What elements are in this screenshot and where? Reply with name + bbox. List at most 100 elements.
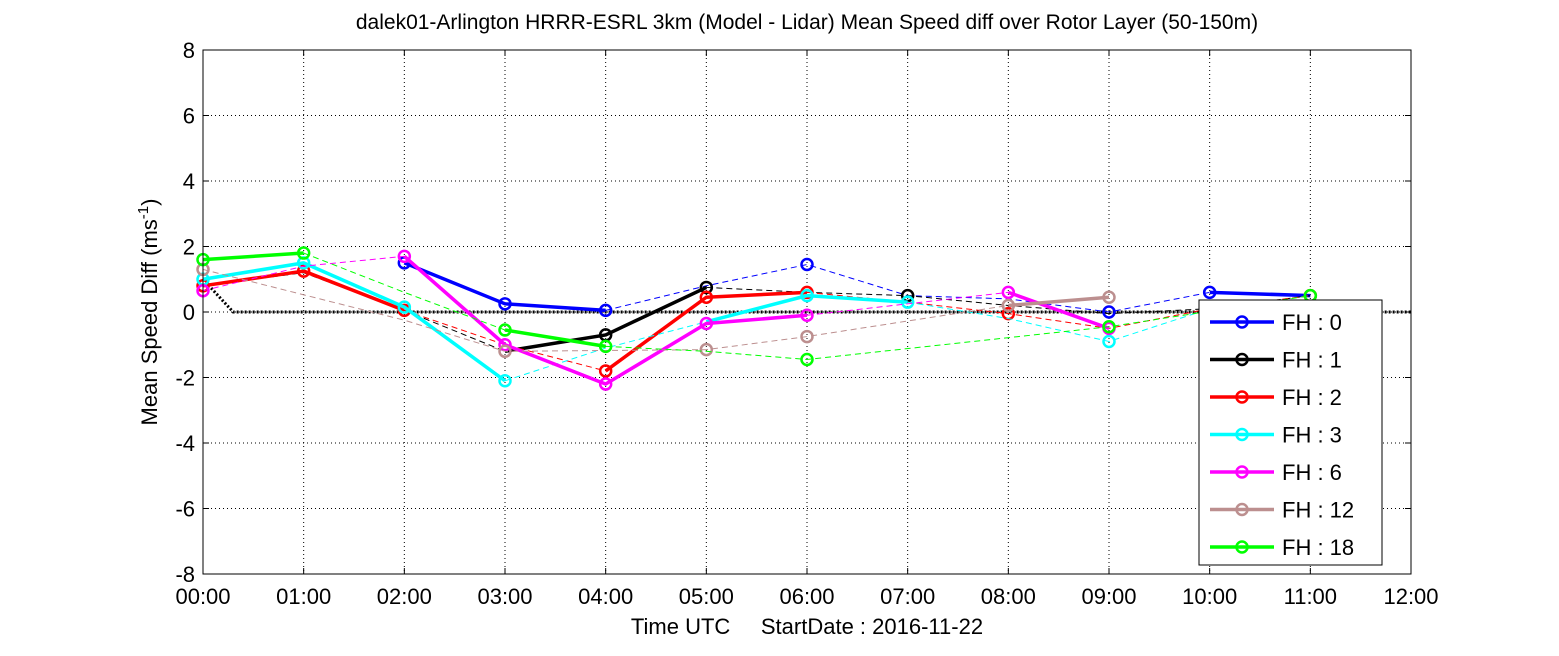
series-solid-line bbox=[202, 251, 304, 262]
legend-swatch-marker bbox=[1235, 352, 1249, 367]
data-point bbox=[1102, 319, 1116, 334]
data-point bbox=[498, 338, 512, 352]
y-tick-label: 6 bbox=[183, 104, 195, 129]
data-point bbox=[296, 264, 311, 278]
x-axis-label: Time UTC StartDate : 2016-11-22 bbox=[631, 614, 983, 639]
series-solid-line bbox=[604, 290, 808, 373]
x-tick-label: 08:00 bbox=[981, 584, 1036, 609]
series-4 bbox=[196, 249, 1116, 391]
zero-reference-line bbox=[201, 278, 1411, 314]
y-tick-label: 4 bbox=[183, 169, 195, 194]
data-point bbox=[800, 308, 814, 323]
legend-label: FH : 0 bbox=[1282, 310, 1342, 335]
y-tick-label: -4 bbox=[175, 431, 195, 456]
series-solid-line bbox=[705, 293, 908, 324]
legend-label: FH : 6 bbox=[1282, 460, 1342, 485]
data-point bbox=[498, 323, 512, 337]
data-point bbox=[498, 344, 512, 359]
x-tick-label: 01:00 bbox=[276, 584, 331, 609]
series-dashed-line bbox=[202, 268, 1009, 352]
x-tick-label: 00:00 bbox=[175, 584, 230, 609]
series-solid-line bbox=[504, 285, 708, 354]
y-tick-label: 0 bbox=[183, 300, 195, 325]
series-5 bbox=[196, 262, 1116, 359]
series-dashed-line bbox=[907, 301, 1210, 342]
x-tick-label: 11:00 bbox=[1284, 584, 1337, 609]
series-0 bbox=[397, 256, 1311, 319]
data-point bbox=[1001, 285, 1016, 300]
series-group bbox=[196, 246, 1318, 391]
legend-swatch-marker bbox=[1235, 427, 1249, 442]
ticks: 00:00 01:00 02:00 03:00 04:00 05:00 06:00 07:00… bbox=[175, 38, 1438, 609]
x-tick-label: 06:00 bbox=[779, 584, 834, 609]
data-point bbox=[1102, 290, 1116, 305]
data-point bbox=[1001, 306, 1016, 321]
legend-label: FH : 1 bbox=[1282, 348, 1342, 373]
y-tick-label: -8 bbox=[175, 562, 195, 587]
series-dashed-line bbox=[504, 321, 707, 382]
legend: FH : 0 FH : 1 FH : 2 FH : 3 FH : 6 FH : 12 FH … bbox=[1198, 299, 1383, 566]
data-point bbox=[699, 290, 714, 305]
legend-label: FH : 18 bbox=[1282, 535, 1354, 560]
data-point bbox=[397, 249, 412, 264]
legend-swatch-marker bbox=[1235, 315, 1249, 329]
data-point bbox=[598, 364, 613, 378]
legend-swatch-marker bbox=[1235, 390, 1249, 404]
y-axis-label-sup: -1 bbox=[135, 206, 152, 219]
legend-swatch-marker bbox=[1235, 502, 1249, 517]
y-tick-label: 8 bbox=[183, 38, 195, 63]
data-point bbox=[397, 300, 412, 314]
x-tick-label: 04:00 bbox=[578, 584, 633, 609]
series-dashed-line bbox=[605, 295, 1311, 360]
x-tick-label: 03:00 bbox=[477, 584, 532, 609]
series-solid-line bbox=[504, 328, 606, 349]
zero-line bbox=[201, 278, 1411, 314]
y-tick-label: -2 bbox=[175, 366, 195, 391]
data-point bbox=[1102, 305, 1116, 319]
x-tick-label: 12:00 bbox=[1383, 584, 1438, 609]
data-point bbox=[800, 257, 814, 272]
y-axis-label: Mean Speed Diff (ms-1) bbox=[135, 199, 162, 426]
y-axis-label-end: ) bbox=[137, 199, 162, 206]
series-dashed-line bbox=[404, 309, 606, 372]
series-6 bbox=[196, 246, 1318, 367]
series-solid-line bbox=[1209, 290, 1311, 298]
series-solid-line bbox=[1007, 290, 1110, 331]
chart-title: dalek01-Arlington HRRR-ESRL 3km (Model -… bbox=[356, 11, 1258, 34]
legend-label: FH : 2 bbox=[1282, 385, 1342, 410]
data-point bbox=[800, 288, 814, 303]
data-point bbox=[296, 246, 311, 260]
x-tick-label: 05:00 bbox=[679, 584, 734, 609]
series-3 bbox=[196, 256, 1210, 388]
data-point bbox=[498, 297, 512, 311]
legend-swatch-marker bbox=[1235, 540, 1249, 554]
data-point bbox=[498, 374, 512, 388]
legend-label: FH : 3 bbox=[1282, 423, 1342, 448]
data-point bbox=[800, 329, 814, 344]
series-solid-line bbox=[403, 261, 606, 313]
x-tick-label: 10:00 bbox=[1182, 584, 1237, 609]
series-dashed-line bbox=[202, 255, 405, 292]
legend-box bbox=[1198, 299, 1383, 566]
y-tick-label: -6 bbox=[175, 497, 195, 522]
data-point bbox=[1202, 285, 1217, 300]
y-axis-label-main: Mean Speed Diff (ms bbox=[137, 219, 162, 425]
series-dashed-line bbox=[806, 291, 1009, 316]
data-point bbox=[1001, 298, 1016, 313]
y-tick-label: 2 bbox=[183, 235, 195, 260]
series-solid-line bbox=[1008, 295, 1110, 308]
data-point bbox=[800, 352, 814, 367]
data-point bbox=[900, 295, 915, 309]
data-point bbox=[699, 342, 714, 357]
data-point bbox=[598, 377, 613, 391]
x-tick-label: 07:00 bbox=[880, 584, 935, 609]
x-tick-label: 09:00 bbox=[1081, 584, 1136, 609]
series-solid-line bbox=[202, 261, 507, 383]
data-point bbox=[598, 303, 613, 318]
data-point bbox=[699, 316, 714, 331]
series-solid-line bbox=[202, 269, 405, 312]
x-tick-label: 02:00 bbox=[377, 584, 432, 609]
data-point bbox=[598, 339, 613, 354]
legend-swatch-marker bbox=[1235, 465, 1249, 479]
